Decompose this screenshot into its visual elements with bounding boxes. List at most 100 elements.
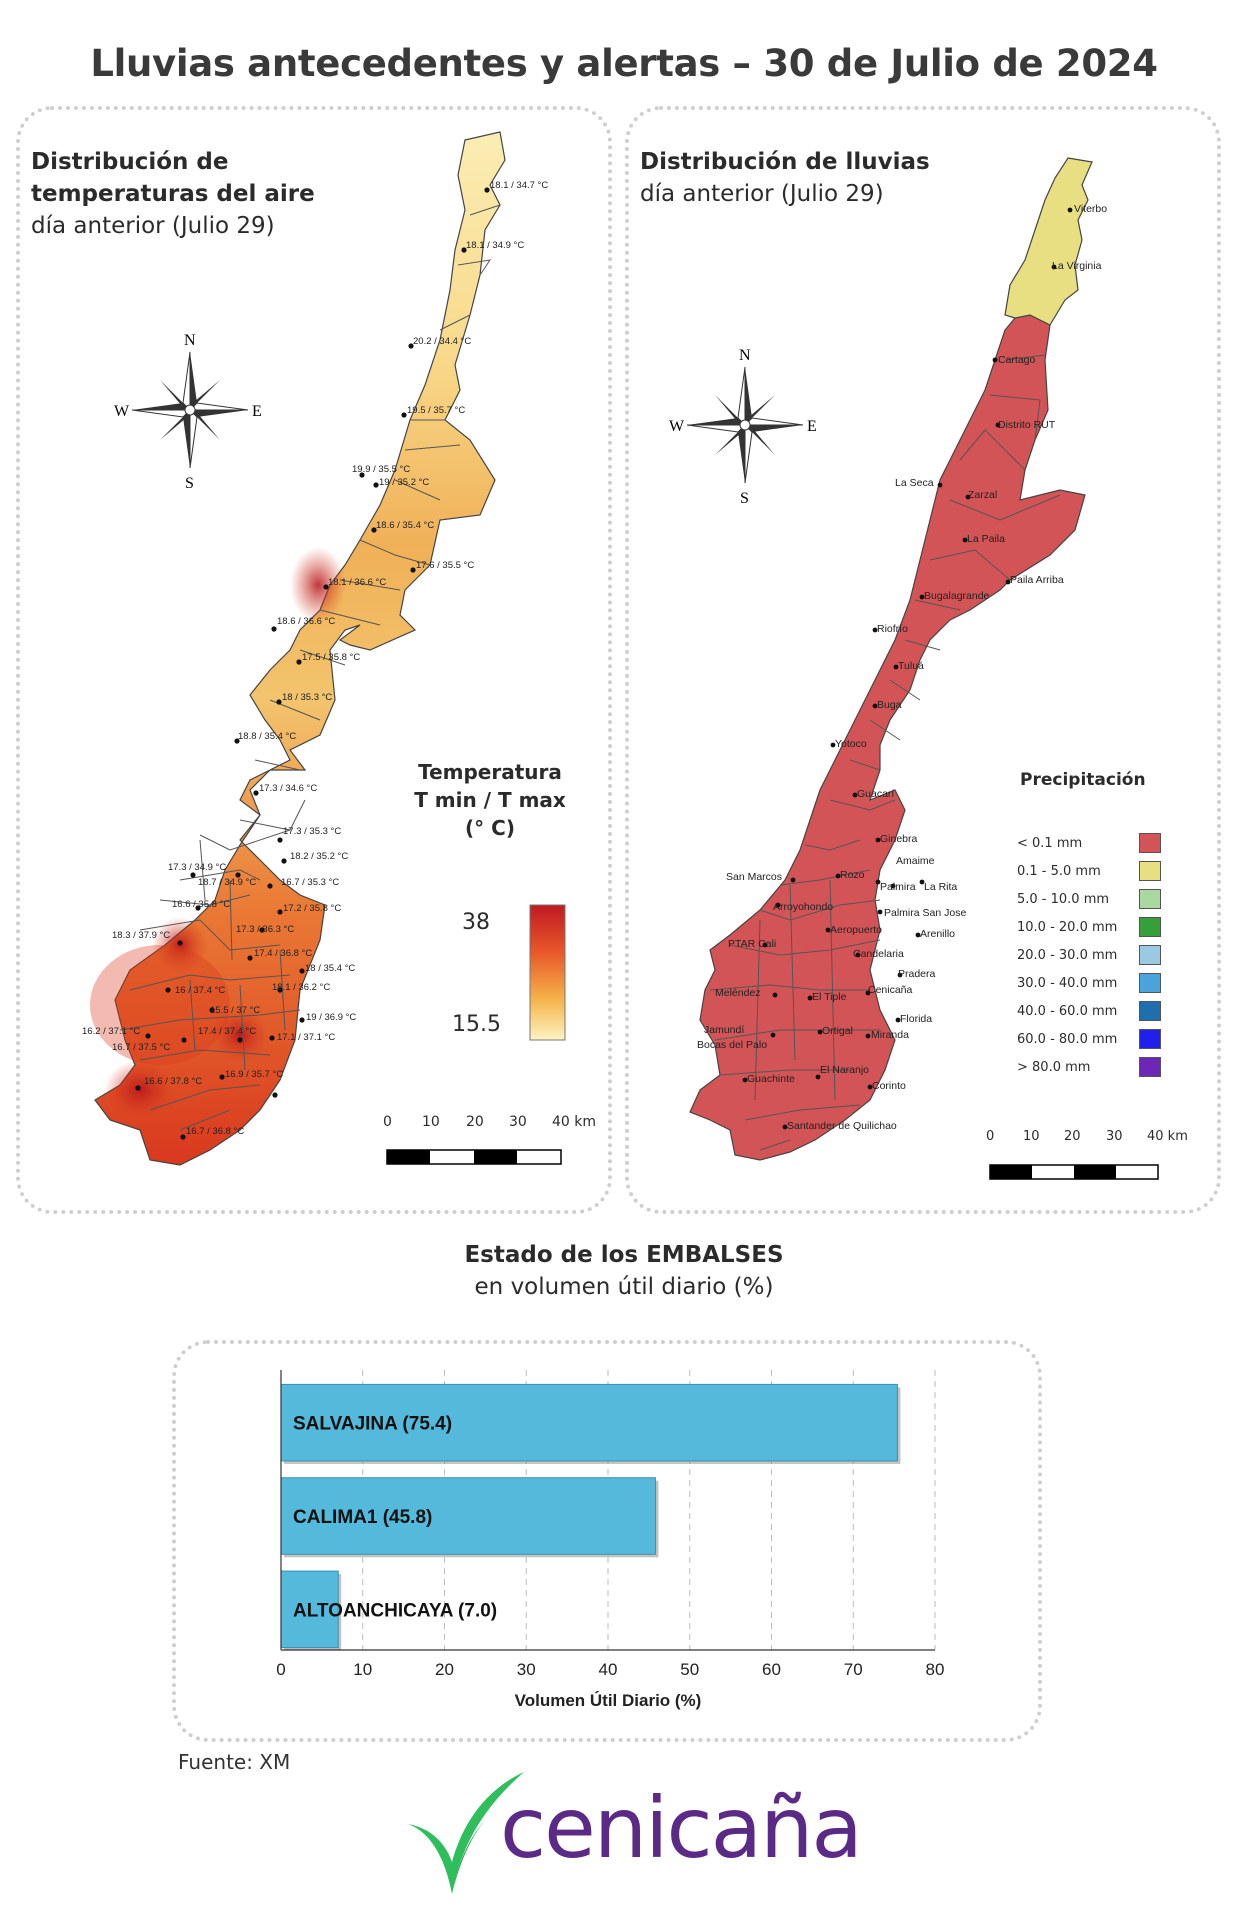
legend-label: > 80.0 mm <box>1017 1060 1091 1075</box>
legend-row: 10.0 - 20.0 mm <box>1017 917 1167 939</box>
precipitation-legend-title: Precipitación <box>1020 770 1146 790</box>
town-label: Meléndez <box>715 987 761 999</box>
town-label: Riofrío <box>877 623 908 635</box>
station-label: 19.5 / 35.7 °C <box>407 405 465 416</box>
scale-label: 40 km <box>552 1114 597 1130</box>
temperature-panel-title: Distribución de temperaturas del aire dí… <box>31 146 331 242</box>
legend-row: > 80.0 mm <box>1017 1057 1167 1079</box>
legend-label: 20.0 - 30.0 mm <box>1017 948 1118 963</box>
town-label: PTAR Cali <box>728 938 776 950</box>
bar-label: ALTOANCHICAYA (7.0) <box>293 1600 497 1621</box>
town-label: Jamundí <box>704 1024 744 1036</box>
leaf-logo-icon <box>408 1772 524 1894</box>
hotspot <box>290 547 346 623</box>
station-label: 18.1 / 34.9 °C <box>466 240 524 251</box>
legend-line: (° C) <box>465 816 515 840</box>
station-label: 17.4 / 37.4 °C <box>198 1026 256 1037</box>
temperature-panel <box>16 106 612 1214</box>
town-label: Candelaria <box>853 948 904 960</box>
compass-n: N <box>184 332 196 349</box>
legend-swatch <box>1139 861 1161 881</box>
station-label: 17.6 / 35.5 °C <box>416 560 474 571</box>
legend-row: 60.0 - 80.0 mm <box>1017 1029 1167 1051</box>
station-label: 16 / 37.4 °C <box>175 985 225 996</box>
legend-row: 0.1 - 5.0 mm <box>1017 861 1167 883</box>
scale-bar-right <box>989 1164 1159 1180</box>
x-tick-label: 30 <box>517 1660 536 1679</box>
x-tick-labels: 0 10 20 30 40 50 60 70 80 <box>276 1660 944 1679</box>
x-tick-label: 20 <box>435 1660 454 1679</box>
station-label: 19 / 36.9 °C <box>306 1012 356 1023</box>
town-label: Palmira San Jose <box>884 907 966 919</box>
hotspot <box>104 1060 176 1120</box>
town-label: Viterbo <box>1074 203 1107 215</box>
legend-line: Temperatura <box>418 760 562 784</box>
logo-text: cenicaña <box>500 1779 863 1877</box>
compass-w: W <box>669 418 685 435</box>
town-label: La Virginia <box>1052 260 1102 272</box>
rainfall-title: Distribución de lluvias <box>640 149 930 175</box>
town-label: Zarzal <box>968 489 997 501</box>
station-label: 18.7 / 34.9 °C <box>198 877 256 888</box>
temperature-legend-title: Temperatura T min / T max (° C) <box>400 758 580 842</box>
station-label: 16.2 / 37.1 °C <box>82 1026 140 1037</box>
reservoirs-subtitle: en volumen útil diario (%) <box>474 1274 774 1300</box>
temperature-subtitle: día anterior (Julio 29) <box>31 213 275 239</box>
rainfall-subtitle: día anterior (Julio 29) <box>640 181 884 207</box>
voronoi-lines-rain <box>709 354 1061 1151</box>
legend-label: 10.0 - 20.0 mm <box>1017 920 1118 935</box>
station-dots <box>135 187 490 1140</box>
town-label: Ortigal <box>822 1025 853 1037</box>
town-label: Buga <box>877 699 902 711</box>
scale-label: 10 <box>422 1114 440 1130</box>
station-label: 17.4 / 36.8 °C <box>254 948 312 959</box>
legend-swatch <box>1139 1057 1161 1077</box>
temperature-legend-bar <box>529 904 566 1041</box>
town-label: La Rita <box>924 881 957 893</box>
station-label: 18.3 / 37.9 °C <box>112 930 170 941</box>
station-label: 16.7 / 36.8 °C <box>186 1126 244 1137</box>
station-label: 17.3 / 35.3 °C <box>283 826 341 837</box>
temperature-map: 18.1 / 34.7 °C 18.1 / 34.9 °C 20.2 / 34.… <box>82 131 548 1166</box>
compass-rose-icon: N S E W <box>114 332 262 492</box>
maps-canvas: 18.1 / 34.7 °C 18.1 / 34.9 °C 20.2 / 34.… <box>82 131 1159 1180</box>
scale-label: 0 <box>986 1129 995 1144</box>
hotspot <box>210 1007 270 1063</box>
station-label: 17.3 / 34.6 °C <box>259 783 317 794</box>
station-label: 15.5 / 37 °C <box>210 1005 260 1016</box>
town-label: El Naranjo <box>820 1064 869 1076</box>
station-label: 18.1 / 34.7 °C <box>490 180 548 191</box>
compass-rose-icon: N S E W <box>669 347 817 507</box>
bar-label: CALIMA1 (45.8) <box>293 1507 432 1528</box>
rain-region-light <box>1004 157 1093 326</box>
station-label: 18.6 / 36.6 °C <box>277 616 335 627</box>
reservoir-bar-chart: SALVAJINA (75.4) CALIMA1 (45.8) ALTOANCHIC… <box>276 1370 944 1710</box>
temperature-title: Distribución de temperaturas del aire <box>31 149 315 207</box>
x-tick-label: 60 <box>762 1660 781 1679</box>
reservoirs-title: Estado de los EMBALSES <box>464 1242 784 1268</box>
legend-label: 30.0 - 40.0 mm <box>1017 976 1118 991</box>
town-label: Yotoco <box>835 738 867 750</box>
station-label: 18.1 / 36.6 °C <box>328 577 386 588</box>
legend-swatch <box>1139 833 1161 853</box>
station-label: 16.6 / 35.8 °C <box>172 899 230 910</box>
town-label: Cartago <box>998 354 1036 366</box>
town-label: Miranda <box>871 1029 909 1041</box>
town-labels: Viterbo La Virginia Cartago Distrito RUT… <box>697 203 1107 1132</box>
legend-row: 40.0 - 60.0 mm <box>1017 1001 1167 1023</box>
x-tick-label: 50 <box>680 1660 699 1679</box>
legend-swatch <box>1139 1029 1161 1049</box>
station-label: 17.3 / 36.3 °C <box>236 924 294 935</box>
town-label: Florida <box>900 1013 932 1025</box>
rainfall-panel <box>625 106 1221 1214</box>
station-label: 19.9 / 35.5 °C <box>352 464 410 475</box>
hotspot <box>90 945 230 1065</box>
town-label: Distrito RUT <box>998 419 1056 431</box>
bar-label: SALVAJINA (75.4) <box>293 1414 452 1435</box>
station-label: 17.5 / 35.8 °C <box>302 652 360 663</box>
station-label: 18 / 35.4 °C <box>305 963 355 974</box>
station-label: 16.6 / 37.8 °C <box>144 1076 202 1087</box>
scale-label: 10 <box>1023 1129 1040 1144</box>
town-label: El Tiple <box>812 991 847 1003</box>
